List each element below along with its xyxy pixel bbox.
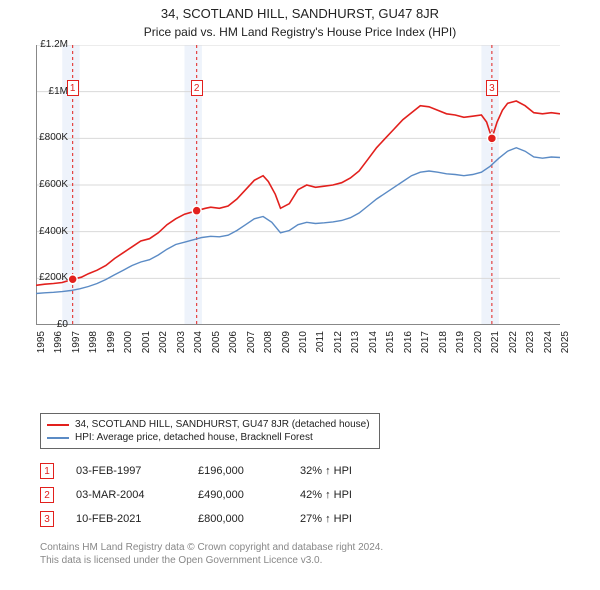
marker-badge: 1: [67, 80, 79, 96]
x-tick-label: 2013: [350, 331, 361, 361]
x-tick-label: 2019: [455, 331, 466, 361]
x-tick-label: 2010: [298, 331, 309, 361]
x-tick-label: 2003: [176, 331, 187, 361]
transaction-row: 2 03-MAR-2004 £490,000 42% ↑ HPI: [40, 483, 600, 507]
x-tick-label: 2002: [158, 331, 169, 361]
marker-badge: 2: [191, 80, 203, 96]
legend-item: 34, SCOTLAND HILL, SANDHURST, GU47 8JR (…: [47, 418, 373, 431]
transaction-row: 3 10-FEB-2021 £800,000 27% ↑ HPI: [40, 507, 600, 531]
x-tick-label: 1996: [53, 331, 64, 361]
transaction-date: 03-MAR-2004: [76, 489, 176, 501]
footer-line-2: This data is licensed under the Open Gov…: [40, 554, 600, 567]
x-tick-label: 2001: [141, 331, 152, 361]
legend-label: HPI: Average price, detached house, Brac…: [75, 432, 313, 443]
transaction-badge: 1: [40, 463, 54, 479]
x-tick-label: 2004: [193, 331, 204, 361]
transaction-row: 1 03-FEB-1997 £196,000 32% ↑ HPI: [40, 459, 600, 483]
line-chart: [36, 45, 560, 325]
legend: 34, SCOTLAND HILL, SANDHURST, GU47 8JR (…: [40, 413, 380, 449]
x-tick-label: 2014: [368, 331, 379, 361]
x-tick-label: 1997: [71, 331, 82, 361]
x-tick-label: 2000: [123, 331, 134, 361]
x-tick-label: 2021: [490, 331, 501, 361]
x-tick-label: 2018: [438, 331, 449, 361]
legend-item: HPI: Average price, detached house, Brac…: [47, 431, 373, 444]
x-tick-label: 2017: [420, 331, 431, 361]
x-tick-label: 2005: [211, 331, 222, 361]
y-tick-label: £800K: [28, 132, 68, 143]
transaction-price: £196,000: [198, 465, 278, 477]
x-tick-label: 2011: [315, 331, 326, 361]
x-tick-label: 2020: [473, 331, 484, 361]
page-title: 34, SCOTLAND HILL, SANDHURST, GU47 8JR: [0, 0, 600, 21]
x-tick-label: 2025: [560, 331, 571, 361]
transaction-delta: 42% ↑ HPI: [300, 489, 400, 501]
x-tick-label: 2015: [385, 331, 396, 361]
marker-badge: 3: [486, 80, 498, 96]
transaction-delta: 32% ↑ HPI: [300, 465, 400, 477]
transaction-price: £800,000: [198, 513, 278, 525]
y-tick-label: £400K: [28, 226, 68, 237]
legend-swatch: [47, 424, 69, 426]
chart-area: £0£200K£400K£600K£800K£1M£1.2M1995199619…: [36, 45, 596, 365]
x-tick-label: 2016: [403, 331, 414, 361]
page-subtitle: Price paid vs. HM Land Registry's House …: [0, 21, 600, 45]
y-tick-label: £1M: [28, 86, 68, 97]
x-tick-label: 2022: [508, 331, 519, 361]
x-tick-label: 1998: [88, 331, 99, 361]
transactions-table: 1 03-FEB-1997 £196,000 32% ↑ HPI 2 03-MAR-200…: [40, 459, 600, 531]
x-tick-label: 1995: [36, 331, 47, 361]
legend-label: 34, SCOTLAND HILL, SANDHURST, GU47 8JR (…: [75, 419, 370, 430]
y-tick-label: £200K: [28, 272, 68, 283]
transaction-delta: 27% ↑ HPI: [300, 513, 400, 525]
x-tick-label: 2012: [333, 331, 344, 361]
x-tick-label: 2009: [281, 331, 292, 361]
y-tick-label: £0: [28, 319, 68, 330]
footer-attribution: Contains HM Land Registry data © Crown c…: [40, 541, 600, 567]
x-tick-label: 1999: [106, 331, 117, 361]
x-tick-label: 2007: [246, 331, 257, 361]
transaction-date: 03-FEB-1997: [76, 465, 176, 477]
x-tick-label: 2024: [543, 331, 554, 361]
legend-swatch: [47, 437, 69, 439]
transaction-price: £490,000: [198, 489, 278, 501]
x-tick-label: 2023: [525, 331, 536, 361]
transaction-date: 10-FEB-2021: [76, 513, 176, 525]
x-tick-label: 2006: [228, 331, 239, 361]
x-tick-label: 2008: [263, 331, 274, 361]
y-tick-label: £600K: [28, 179, 68, 190]
footer-line-1: Contains HM Land Registry data © Crown c…: [40, 541, 600, 554]
transaction-badge: 2: [40, 487, 54, 503]
transaction-badge: 3: [40, 511, 54, 527]
y-tick-label: £1.2M: [28, 39, 68, 50]
